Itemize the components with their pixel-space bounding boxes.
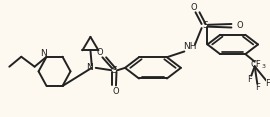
Text: N: N [40, 49, 46, 58]
Text: F: F [255, 83, 260, 92]
Text: 3: 3 [261, 64, 265, 69]
Text: NH: NH [183, 42, 197, 51]
Text: O: O [96, 48, 103, 57]
Text: O: O [112, 87, 119, 96]
Text: CF: CF [251, 60, 261, 69]
Text: O: O [236, 21, 243, 30]
Text: F: F [247, 75, 252, 84]
Text: N: N [86, 63, 93, 72]
Text: O: O [191, 3, 197, 12]
Text: F: F [266, 79, 270, 88]
Text: S: S [202, 21, 208, 30]
Text: S: S [112, 66, 117, 75]
